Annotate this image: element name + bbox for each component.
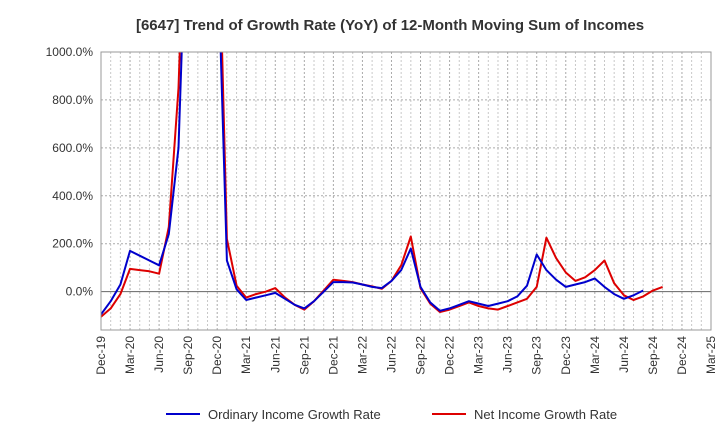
x-tick-label: Dec-24 — [675, 336, 689, 375]
x-tick-label: Jun-21 — [268, 336, 282, 373]
y-tick-label: 0.0% — [66, 285, 94, 299]
x-tick-label: Mar-24 — [588, 336, 602, 374]
x-axis-tick-labels: Dec-19 Mar-20 Jun-20 Sep-20 Dec-20 Mar-21 Jun-… — [94, 336, 718, 375]
x-tick-label: Jun-20 — [152, 336, 166, 373]
x-tick-label: Jun-23 — [501, 336, 515, 373]
y-tick-label: 400.0% — [52, 189, 93, 203]
y-axis-tick-labels: 0.0% 200.0% 400.0% 600.0% 800.0% 1000.0% — [46, 45, 94, 299]
x-tick-label: Mar-21 — [239, 336, 253, 374]
x-tick-label: Dec-21 — [326, 336, 340, 375]
x-tick-label: Sep-20 — [181, 336, 195, 375]
x-tick-label: Mar-22 — [355, 336, 369, 374]
x-tick-label: Mar-23 — [472, 336, 486, 374]
y-tick-label: 600.0% — [52, 141, 93, 155]
chart-title: [6647] Trend of Growth Rate (YoY) of 12-… — [136, 17, 644, 34]
x-tick-label: Mar-20 — [123, 336, 137, 374]
ordinary-income-growth-line — [101, 52, 644, 315]
x-tick-label: Dec-20 — [210, 336, 224, 375]
legend-label: Net Income Growth Rate — [474, 407, 617, 422]
x-tick-label: Dec-23 — [559, 336, 573, 375]
y-tick-label: 1000.0% — [46, 45, 94, 59]
legend-label: Ordinary Income Growth Rate — [208, 407, 381, 422]
legend: Ordinary Income Growth Rate Net Income Gr… — [166, 407, 617, 422]
x-tick-label: Dec-19 — [94, 336, 108, 375]
y-tick-label: 200.0% — [52, 237, 93, 251]
y-tick-label: 800.0% — [52, 93, 93, 107]
x-tick-label: Sep-22 — [414, 336, 428, 375]
x-tick-label: Sep-23 — [530, 336, 544, 375]
x-tick-label: Jun-24 — [617, 336, 631, 373]
x-tick-label: Mar-25 — [704, 336, 718, 374]
x-tick-label: Sep-21 — [297, 336, 311, 375]
x-tick-label: Sep-24 — [646, 336, 660, 375]
series-lines — [101, 52, 663, 318]
x-tick-label: Jun-22 — [384, 336, 398, 373]
x-tick-label: Dec-22 — [443, 336, 457, 375]
plot-area-frame — [100, 51, 712, 331]
